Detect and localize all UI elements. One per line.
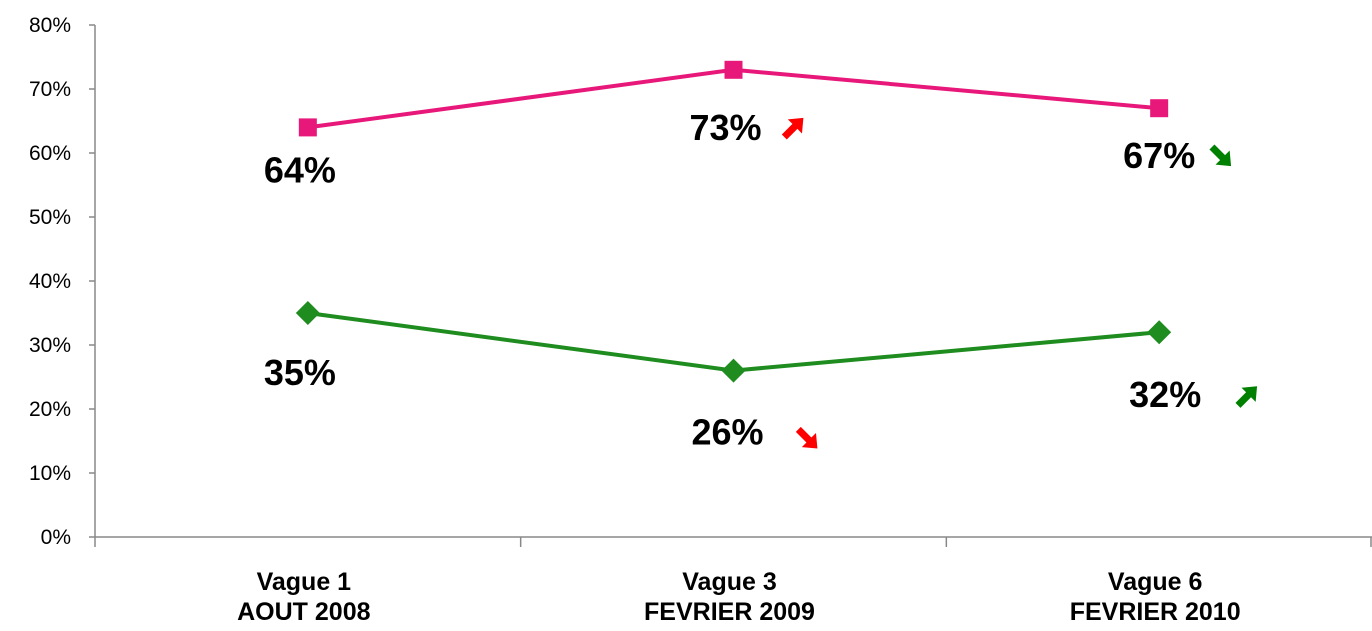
data-point-marker — [1150, 99, 1169, 118]
x-axis: Vague 1 AOUT 2008 Vague 3 FEVRIER 2009 Vague… — [94, 536, 1372, 626]
data-point-marker — [724, 60, 743, 79]
y-axis: 0% 10% 20% 30% 40% 50% 60% 70% 80% — [29, 14, 96, 549]
y-tick-label: 0% — [41, 526, 71, 549]
data-label: 26% — [692, 412, 764, 453]
data-label: 67% — [1123, 135, 1195, 176]
x-category-label: Vague 1 AOUT 2008 — [237, 568, 370, 626]
y-tick-label: 50% — [29, 206, 71, 229]
x-category-label: Vague 6 FEVRIER 2010 — [1070, 568, 1241, 626]
y-tick-label: 40% — [29, 270, 71, 293]
data-point-marker — [295, 301, 320, 325]
data-point-marker — [721, 358, 746, 383]
x-category-label: Vague 3 FEVRIER 2009 — [644, 568, 815, 626]
trend-down-arrow-icon — [795, 426, 818, 449]
y-tick-label: 30% — [29, 334, 71, 357]
data-label: 73% — [690, 107, 762, 148]
y-tick-label: 60% — [29, 142, 71, 165]
data-point-marker — [298, 118, 317, 137]
trend-up-arrow-icon — [781, 117, 804, 140]
trend-up-arrow-icon — [1235, 386, 1258, 408]
y-tick-label: 20% — [29, 398, 71, 421]
data-point-marker — [1147, 320, 1172, 345]
y-tick-label: 70% — [29, 78, 71, 101]
data-label: 32% — [1129, 374, 1201, 415]
y-tick-label: 80% — [29, 14, 71, 37]
data-labels-layer: 64% 73% 67% 35% 26% 32% — [264, 107, 1258, 453]
trend-down-arrow-icon — [1209, 144, 1232, 167]
data-label: 64% — [264, 149, 336, 190]
y-tick-label: 10% — [29, 462, 71, 485]
series-layer — [295, 60, 1172, 383]
data-label: 35% — [264, 352, 336, 393]
